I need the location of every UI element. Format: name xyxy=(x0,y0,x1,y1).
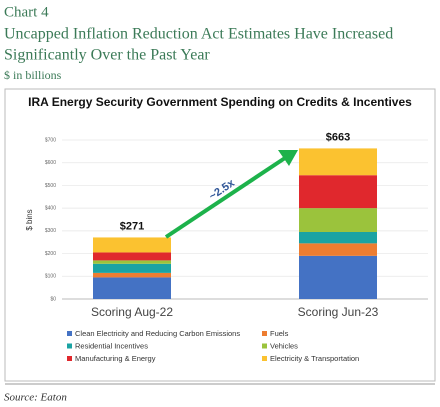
legend-swatch xyxy=(262,343,267,349)
y-tick-label: $500 xyxy=(45,183,56,189)
legend-label: Residential Incentives xyxy=(75,341,148,350)
chart-title: IRA Energy Security Government Spending … xyxy=(28,95,412,109)
y-tick-label: $400 xyxy=(45,205,56,211)
legend-swatch xyxy=(262,356,267,361)
y-tick-label: $200 xyxy=(45,251,56,257)
legend-swatch xyxy=(67,356,72,361)
bar-segment xyxy=(299,148,377,176)
bar-segment xyxy=(299,231,377,244)
x-tick-label: Scoring Aug-22 xyxy=(91,305,173,319)
bar-segment xyxy=(299,208,377,232)
title-line: Significantly Over the Past Year xyxy=(4,47,210,64)
y-tick-label: $700 xyxy=(45,137,56,143)
legend-label: Electricity & Transportation xyxy=(270,354,359,363)
subtitle: $ in billions xyxy=(4,68,62,82)
total-label: $271 xyxy=(120,220,144,232)
arrow-head xyxy=(278,150,298,166)
title-line: Uncapped Inflation Reduction Act Estimat… xyxy=(4,26,393,43)
y-axis-label: $ bins xyxy=(25,209,34,230)
y-tick-label: $0 xyxy=(50,296,56,302)
bar-segment xyxy=(93,260,171,264)
legend-swatch xyxy=(67,331,72,336)
bar-segment xyxy=(93,277,171,299)
legend-label: Vehicles xyxy=(270,341,298,350)
legend-label: Clean Electricity and Reducing Carbon Em… xyxy=(75,329,240,338)
bar-segment xyxy=(93,272,171,278)
bar-segment xyxy=(93,252,171,261)
arrow-shaft xyxy=(164,156,287,239)
bar-segment xyxy=(299,255,377,299)
bar-segment xyxy=(93,263,171,273)
y-tick-label: $300 xyxy=(45,228,56,234)
x-tick-label: Scoring Jun-23 xyxy=(298,305,379,319)
legend-label: Fuels xyxy=(270,329,289,338)
legend-swatch xyxy=(262,331,267,336)
bar-segment xyxy=(299,243,377,256)
bar-segment xyxy=(299,175,377,209)
y-tick-label: $100 xyxy=(45,274,56,280)
source: Source: Eaton xyxy=(4,392,67,404)
y-tick-label: $600 xyxy=(45,160,56,166)
bar-segment xyxy=(93,237,171,253)
legend-swatch xyxy=(67,343,72,349)
total-label: $663 xyxy=(326,131,350,143)
chart-label: Chart 4 xyxy=(4,4,49,20)
legend-label: Manufacturing & Energy xyxy=(75,354,156,363)
